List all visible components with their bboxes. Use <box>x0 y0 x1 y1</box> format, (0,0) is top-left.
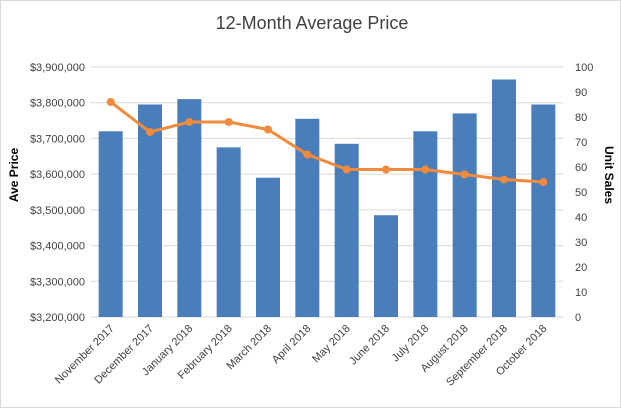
line-series <box>106 98 548 186</box>
y-tick-label: $3,400,000 <box>30 241 85 253</box>
y2-tick-label: 50 <box>575 187 587 199</box>
line-point <box>460 170 469 179</box>
y2-tick-label: 70 <box>575 137 587 149</box>
bar <box>492 79 516 317</box>
line-point <box>539 178 548 186</box>
line-point <box>185 118 194 126</box>
bar <box>452 113 477 317</box>
x-tick-label: June 2018 <box>347 323 392 368</box>
bar <box>216 147 241 317</box>
y2-tick-label: 10 <box>575 287 587 299</box>
y2-tick-label: 20 <box>575 262 587 274</box>
y2-tick-label: 0 <box>575 312 581 324</box>
gridlines <box>91 66 563 318</box>
line-point <box>342 165 351 174</box>
line-point <box>224 118 233 126</box>
y2-tick-label: 60 <box>575 162 587 174</box>
line-point <box>421 165 430 174</box>
bar <box>98 131 123 317</box>
line-point <box>264 125 272 134</box>
line-point <box>303 150 312 159</box>
chart-title: 12-Month Average Price <box>216 13 409 33</box>
bar <box>138 104 162 317</box>
x-tick-label: April 2018 <box>270 323 314 367</box>
line-point <box>106 98 115 106</box>
y-tick-label: $3,300,000 <box>30 276 85 288</box>
bar <box>413 131 438 317</box>
series-line <box>109 100 544 184</box>
y2-tick-label: 90 <box>575 87 587 99</box>
y-tick-label: $3,500,000 <box>30 205 85 217</box>
y-tick-label: $3,800,000 <box>30 98 85 110</box>
y-tick-label: $3,200,000 <box>30 312 85 324</box>
bar <box>256 177 280 317</box>
bar <box>531 104 556 317</box>
y2-axis-ticks: 0 10 20 30 40 50 60 70 80 90 100 <box>575 62 593 324</box>
y-axis-title: Ave Price <box>7 148 21 203</box>
y-axis-ticks: $3,200,000 $3,300,000 $3,400,000 $3,500,000… <box>30 62 85 324</box>
bar <box>374 215 398 317</box>
y2-tick-label: 100 <box>575 62 593 74</box>
y-tick-label: $3,900,000 <box>30 62 85 74</box>
line-point <box>146 128 154 136</box>
bar-series <box>98 79 556 318</box>
line-point <box>382 165 390 174</box>
y-tick-label: $3,700,000 <box>30 133 85 145</box>
bar <box>177 99 202 318</box>
line-point <box>500 175 508 184</box>
y2-tick-label: 40 <box>575 212 587 224</box>
y2-tick-label: 80 <box>575 112 587 124</box>
y-tick-label: $3,600,000 <box>30 169 85 181</box>
y2-tick-label: 30 <box>575 237 587 249</box>
x-tick-label: July 2018 <box>390 323 432 365</box>
y2-axis-title: Unit Sales <box>602 146 616 204</box>
